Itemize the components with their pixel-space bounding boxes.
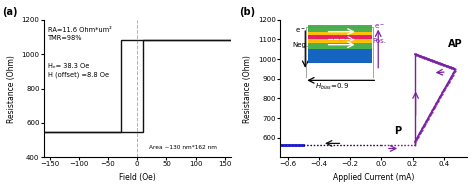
Text: Pos.: Pos.	[372, 38, 386, 44]
Text: (a): (a)	[2, 7, 18, 17]
Text: H (offset) =8.8 Oe: H (offset) =8.8 Oe	[48, 71, 109, 78]
Text: e$^-$: e$^-$	[374, 22, 384, 31]
Text: AP: AP	[448, 39, 463, 49]
Text: $H_{bias}$=0.9: $H_{bias}$=0.9	[315, 82, 349, 92]
X-axis label: Applied Current (mA): Applied Current (mA)	[333, 173, 414, 182]
Text: Neg.: Neg.	[292, 42, 309, 48]
Y-axis label: Resistance (Ohm): Resistance (Ohm)	[7, 55, 16, 122]
X-axis label: Field (Oe): Field (Oe)	[119, 173, 155, 182]
Text: RA=11.6 Ohm*um²: RA=11.6 Ohm*um²	[48, 27, 112, 33]
Text: P: P	[394, 126, 401, 136]
Text: TMR=98%: TMR=98%	[48, 35, 83, 41]
Y-axis label: Resistance (Ohm): Resistance (Ohm)	[243, 55, 252, 122]
Text: e$^-$: e$^-$	[295, 26, 306, 35]
Text: Hₑ= 38.3 Oe: Hₑ= 38.3 Oe	[48, 63, 90, 69]
Text: (b): (b)	[239, 7, 255, 17]
Text: Area ~130 nm*162 nm: Area ~130 nm*162 nm	[149, 146, 217, 150]
